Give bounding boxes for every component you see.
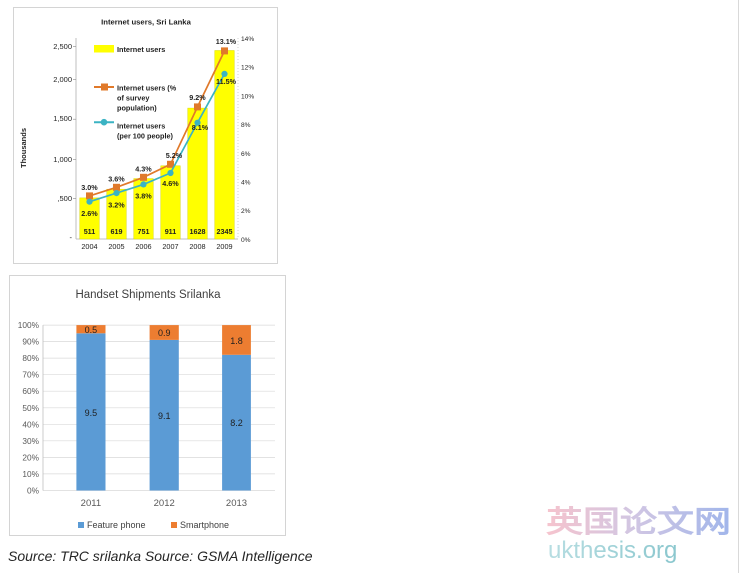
- svg-text:2012: 2012: [154, 498, 175, 509]
- svg-text:3.0%: 3.0%: [81, 183, 98, 192]
- svg-text:Smartphone: Smartphone: [180, 520, 229, 530]
- svg-text:10%: 10%: [241, 93, 254, 100]
- svg-text:8%: 8%: [241, 122, 251, 129]
- svg-text:100%: 100%: [18, 320, 40, 330]
- svg-text:11.5%: 11.5%: [216, 77, 237, 86]
- svg-text:1.8: 1.8: [230, 336, 243, 346]
- svg-text:4.6%: 4.6%: [162, 179, 179, 188]
- svg-text:1,000: 1,000: [53, 155, 72, 164]
- svg-text:5.2%: 5.2%: [166, 151, 183, 160]
- svg-text:80%: 80%: [22, 353, 39, 363]
- svg-text:9.2%: 9.2%: [189, 93, 206, 102]
- svg-text:911: 911: [165, 227, 177, 236]
- svg-text:20%: 20%: [22, 452, 39, 462]
- svg-text:1,500: 1,500: [53, 114, 72, 123]
- svg-text:英国论文网: 英国论文网: [546, 505, 731, 539]
- svg-text:8.2: 8.2: [230, 418, 243, 428]
- svg-text:3.2%: 3.2%: [108, 201, 125, 210]
- svg-text:2006: 2006: [135, 242, 151, 251]
- svg-text:10%: 10%: [22, 469, 39, 479]
- svg-text:2007: 2007: [162, 242, 178, 251]
- svg-text:Internet users, Sri Lanka: Internet users, Sri Lanka: [101, 18, 191, 27]
- svg-text:2,000: 2,000: [53, 75, 72, 84]
- svg-text:ukthesis.org: ukthesis.org: [548, 537, 677, 564]
- svg-text:70%: 70%: [22, 370, 39, 380]
- svg-text:3.6%: 3.6%: [108, 175, 125, 184]
- svg-text:8.1%: 8.1%: [192, 123, 209, 132]
- svg-text:2.6%: 2.6%: [81, 209, 98, 218]
- svg-text:Feature phone: Feature phone: [87, 520, 146, 530]
- svg-text:751: 751: [138, 227, 150, 236]
- svg-text:2009: 2009: [216, 242, 232, 251]
- svg-text:40%: 40%: [22, 419, 39, 429]
- svg-text:4.3%: 4.3%: [135, 165, 152, 174]
- svg-text:6%: 6%: [241, 151, 251, 158]
- svg-text:,500: ,500: [57, 194, 72, 203]
- svg-text:2004: 2004: [81, 242, 97, 251]
- svg-text:Internet users: Internet users: [117, 45, 165, 54]
- svg-text:Internet users (%: Internet users (%: [117, 84, 177, 93]
- svg-text:0.9: 0.9: [158, 328, 171, 338]
- svg-text:2005: 2005: [108, 242, 124, 251]
- svg-text:2%: 2%: [241, 208, 251, 215]
- svg-text:14%: 14%: [241, 36, 254, 43]
- svg-text:13.1%: 13.1%: [216, 37, 237, 46]
- svg-text:12%: 12%: [241, 65, 254, 72]
- svg-text:(per 100 people): (per 100 people): [117, 132, 174, 141]
- svg-text:-: -: [70, 233, 73, 242]
- svg-text:2013: 2013: [226, 498, 247, 509]
- svg-text:30%: 30%: [22, 436, 39, 446]
- svg-text:0%: 0%: [27, 486, 40, 496]
- svg-text:9.1: 9.1: [158, 411, 171, 421]
- svg-text:4%: 4%: [241, 180, 251, 187]
- svg-text:Thousands: Thousands: [19, 128, 28, 168]
- svg-text:2,500: 2,500: [53, 42, 72, 51]
- svg-text:2011: 2011: [81, 498, 101, 509]
- svg-text:0.5: 0.5: [85, 325, 98, 335]
- svg-text:population): population): [117, 104, 157, 113]
- svg-text:2008: 2008: [189, 242, 205, 251]
- svg-text:2345: 2345: [217, 227, 233, 236]
- svg-text:50%: 50%: [22, 403, 39, 413]
- svg-text:619: 619: [111, 227, 123, 236]
- svg-text:90%: 90%: [22, 337, 39, 347]
- svg-text:511: 511: [84, 227, 96, 236]
- svg-text:Handset Shipments Srilanka: Handset Shipments Srilanka: [75, 289, 221, 301]
- svg-text:9.5: 9.5: [85, 408, 98, 418]
- svg-text:of survey: of survey: [117, 94, 150, 103]
- svg-text:Internet users: Internet users: [117, 122, 165, 131]
- svg-text:0%: 0%: [241, 237, 251, 244]
- svg-text:60%: 60%: [22, 386, 39, 396]
- svg-text:3.8%: 3.8%: [135, 192, 152, 201]
- svg-text:1628: 1628: [190, 227, 206, 236]
